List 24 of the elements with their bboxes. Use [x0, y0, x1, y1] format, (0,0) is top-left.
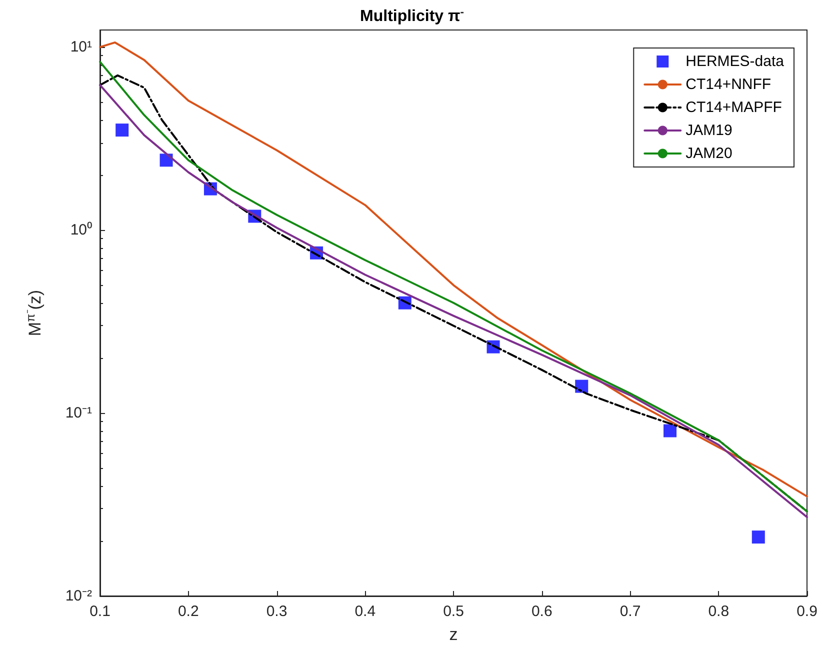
x-axis-title: z [449, 625, 458, 644]
x-tick-label: 0.1 [90, 603, 110, 620]
legend-label: JAM20 [686, 145, 732, 162]
x-tick-label: 0.5 [443, 603, 464, 620]
legend-label: CT14+MAPFF [686, 99, 782, 116]
x-tick-label: 0.9 [796, 603, 818, 620]
legend-label: JAM19 [686, 122, 732, 139]
legend-label: HERMES-data [686, 53, 785, 70]
y-tick-label: 10⁰ [70, 222, 92, 239]
legend-label: CT14+NNFF [686, 76, 772, 93]
x-tick-label: 0.8 [708, 603, 730, 620]
x-tick-label: 0.3 [266, 603, 288, 620]
y-tick-label: 10¹ [70, 38, 92, 56]
x-tick-label: 0.7 [620, 603, 641, 620]
point [116, 124, 129, 137]
x-tick-label: 0.4 [354, 603, 376, 620]
y-tick-label: 10⁻² [65, 588, 92, 604]
point [752, 530, 765, 544]
chart-title: Multiplicity π- [360, 6, 464, 25]
point [664, 424, 677, 438]
y-axis-title: Mπ⁻(z) [24, 290, 44, 336]
x-tick-label: 0.2 [178, 603, 199, 620]
x-tick-label: 0.6 [531, 603, 552, 620]
y-tick-label: 10⁻¹ [65, 404, 92, 422]
